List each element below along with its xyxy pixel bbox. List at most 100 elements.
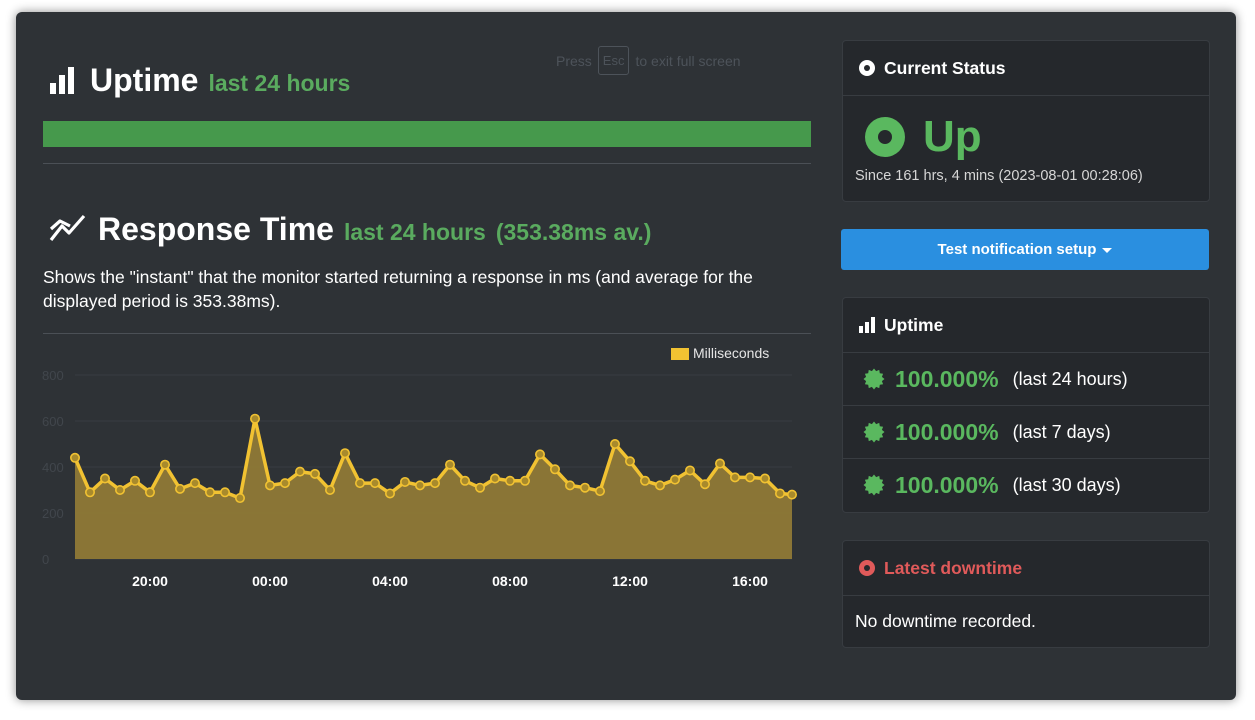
- data-point[interactable]: [399, 476, 410, 487]
- legend-swatch: [671, 348, 689, 360]
- data-point[interactable]: [699, 479, 710, 490]
- data-point[interactable]: [69, 452, 80, 463]
- no-downtime-message: No downtime recorded.: [855, 610, 1036, 631]
- data-point[interactable]: [654, 480, 665, 491]
- data-point[interactable]: [609, 439, 620, 450]
- data-point[interactable]: [324, 485, 335, 496]
- data-point[interactable]: [729, 472, 740, 483]
- data-point[interactable]: [115, 485, 126, 496]
- status-indicator: Up: [843, 112, 1209, 162]
- uptime-card-title: Uptime: [884, 314, 944, 335]
- current-status-card: Current Status Up Since 161 hrs, 4 mins …: [842, 40, 1210, 202]
- bar-chart-icon: [859, 317, 875, 333]
- data-point[interactable]: [504, 475, 515, 486]
- data-point[interactable]: [265, 480, 276, 491]
- data-point[interactable]: [759, 473, 770, 484]
- data-point[interactable]: [369, 478, 380, 489]
- data-point[interactable]: [280, 478, 291, 489]
- latest-downtime-title: Latest downtime: [884, 557, 1023, 578]
- data-point[interactable]: [145, 487, 156, 498]
- data-point[interactable]: [235, 493, 246, 504]
- data-point[interactable]: [205, 487, 216, 498]
- x-tick-label: 20:00: [132, 573, 168, 589]
- data-point[interactable]: [684, 465, 695, 476]
- certificate-icon: [863, 368, 885, 390]
- uptime-card: Uptime 100.000% (last 24 hours) 100.000% (l…: [842, 297, 1210, 513]
- test-notification-button[interactable]: Test notification setup: [841, 229, 1209, 270]
- data-point[interactable]: [429, 478, 440, 489]
- data-point[interactable]: [624, 456, 635, 467]
- data-point[interactable]: [354, 478, 365, 489]
- uptime-percent: 100.000%: [895, 471, 999, 498]
- data-point[interactable]: [786, 489, 797, 500]
- data-point[interactable]: [714, 458, 725, 469]
- uptime-title: Uptime: [90, 62, 199, 98]
- current-status-header: Current Status: [843, 41, 1209, 96]
- data-point[interactable]: [130, 475, 141, 486]
- data-point[interactable]: [160, 459, 171, 470]
- data-point[interactable]: [339, 448, 350, 459]
- caret-down-icon: [1102, 248, 1113, 253]
- dot-circle-icon: [859, 560, 875, 576]
- uptime-row: 100.000% (last 30 days): [843, 458, 1209, 511]
- data-point[interactable]: [594, 486, 605, 497]
- uptime-card-header: Uptime: [843, 298, 1209, 353]
- divider: [43, 163, 811, 164]
- response-time-description: Shows the "instant" that the monitor sta…: [43, 267, 753, 311]
- data-point[interactable]: [639, 475, 650, 486]
- uptime-period: (last 24 hours): [1012, 368, 1128, 389]
- data-point[interactable]: [190, 478, 201, 489]
- y-tick-label: 800: [42, 368, 64, 383]
- data-point[interactable]: [744, 472, 755, 483]
- uptime-percent: 100.000%: [895, 365, 999, 392]
- data-point[interactable]: [84, 487, 95, 498]
- data-point[interactable]: [549, 464, 560, 475]
- y-tick-label: 0: [42, 552, 49, 567]
- data-point[interactable]: [250, 413, 261, 424]
- bar-chart-icon: [50, 67, 74, 94]
- legend-label: Milliseconds: [693, 345, 769, 361]
- data-point[interactable]: [444, 459, 455, 470]
- status-text: Up: [923, 112, 982, 161]
- data-point[interactable]: [459, 475, 470, 486]
- response-time-chart: 0 200 400 600 800 20:00 00:00 04:00 08:00 12:00 1…: [42, 345, 797, 589]
- uptime-percent: 100.000%: [895, 418, 999, 445]
- data-point[interactable]: [579, 482, 590, 493]
- data-point[interactable]: [564, 480, 575, 491]
- data-point[interactable]: [669, 474, 680, 485]
- x-tick-label: 16:00: [732, 573, 768, 589]
- fullscreen-hint-suffix: to exit full screen: [635, 52, 741, 69]
- latest-downtime-header: Latest downtime: [843, 541, 1209, 596]
- divider: [43, 333, 811, 334]
- uptime-subtitle: last 24 hours: [208, 70, 351, 96]
- test-notification-label: Test notification setup: [937, 241, 1097, 258]
- data-point[interactable]: [534, 449, 545, 460]
- x-tick-label: 12:00: [612, 573, 648, 589]
- data-point[interactable]: [309, 468, 320, 479]
- data-point[interactable]: [519, 475, 530, 486]
- y-tick-label: 600: [42, 414, 64, 429]
- uptime-heading: Uptime last 24 hours: [50, 62, 350, 102]
- data-point[interactable]: [474, 482, 485, 493]
- esc-key: Esc: [597, 46, 630, 75]
- data-point[interactable]: [414, 480, 425, 491]
- data-point[interactable]: [295, 466, 306, 477]
- line-chart-icon: [49, 214, 86, 241]
- uptime-period: (last 30 days): [1012, 474, 1121, 495]
- latest-downtime-card: Latest downtime No downtime recorded.: [842, 540, 1210, 648]
- data-point[interactable]: [384, 488, 395, 499]
- data-point[interactable]: [220, 487, 231, 498]
- fullscreen-hint-prefix: Press: [556, 52, 592, 69]
- data-point[interactable]: [175, 483, 186, 494]
- certificate-icon: [863, 421, 885, 443]
- x-tick-label: 00:00: [252, 573, 288, 589]
- data-point[interactable]: [774, 488, 785, 499]
- data-point[interactable]: [489, 473, 500, 484]
- y-tick-label: 400: [42, 460, 64, 475]
- data-point[interactable]: [99, 473, 110, 484]
- response-time-heading: Response Time last 24 hours (353.38ms av…: [48, 206, 651, 248]
- response-time-average: (353.38ms av.): [495, 219, 652, 245]
- response-time-title: Response Time: [98, 211, 334, 247]
- current-status-title: Current Status: [884, 57, 1006, 78]
- fullscreen-hint: Press Esc to exit full screen: [556, 46, 741, 75]
